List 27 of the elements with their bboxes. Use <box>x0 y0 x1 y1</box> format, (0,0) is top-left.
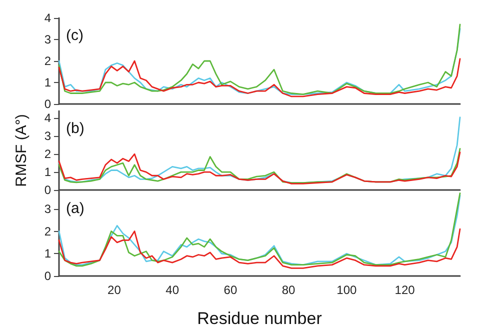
x-tick-label: 60 <box>224 283 238 297</box>
y-tick-label: 2 <box>44 224 52 238</box>
annotation: (b) <box>66 120 84 137</box>
line-series <box>58 228 461 269</box>
line-series <box>58 58 461 98</box>
x-tick-label: 40 <box>166 283 180 297</box>
y-tick-label: 0 <box>44 97 52 111</box>
y-tick-label: 2 <box>44 147 52 162</box>
y-axis-title: RMSF (A°) <box>13 114 30 187</box>
x-tick-label: 100 <box>336 283 358 297</box>
y-tick-label: 3 <box>44 202 52 216</box>
y-tick-label: 1 <box>44 165 52 180</box>
y-tick-label: 4 <box>44 11 52 25</box>
annotation: (a) <box>66 200 84 217</box>
y-tick-label: 3 <box>44 129 52 144</box>
y-tick-label: 0 <box>44 183 52 197</box>
x-tick-label: 80 <box>282 283 296 297</box>
annotation: (c) <box>66 27 84 44</box>
x-tick-label: 20 <box>108 283 122 297</box>
x-axis-title: Residue number <box>197 309 322 328</box>
y-tick-label: 1 <box>44 76 52 90</box>
y-tick-label: 3 <box>44 32 52 46</box>
y-tick-label: 4 <box>44 111 52 126</box>
y-tick-label: 2 <box>44 54 52 68</box>
y-tick-label: 0 <box>44 269 52 283</box>
x-tick-label: 120 <box>394 283 416 297</box>
y-tick-label: 1 <box>44 246 52 261</box>
